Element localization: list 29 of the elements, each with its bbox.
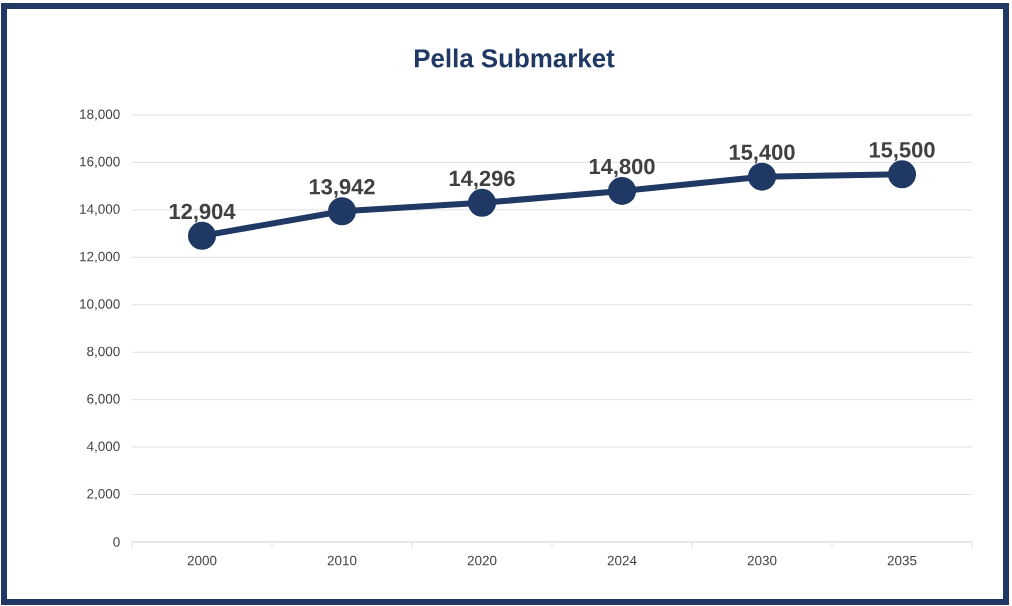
point — [188, 221, 217, 250]
y-tick-label: 4,000 — [86, 441, 120, 453]
data-label: 12,904 — [169, 203, 236, 223]
x-tick-label: 2035 — [887, 555, 917, 566]
x-tick-label: 2030 — [747, 555, 777, 566]
data-label: 14,800 — [589, 158, 655, 178]
y-tick-label: 10,000 — [80, 299, 120, 311]
x-tick-label: 2010 — [327, 555, 357, 566]
point — [748, 162, 777, 191]
x-tick-label: 2024 — [607, 555, 637, 566]
y-tick-label: 16,000 — [80, 156, 120, 168]
point — [468, 188, 497, 217]
point — [328, 197, 357, 226]
y-tick-label: 12,000 — [80, 251, 120, 263]
x-tick-label: 2020 — [467, 555, 497, 566]
x-tick-label: 2000 — [187, 555, 217, 566]
chart-title: Pella Submarket — [414, 48, 615, 68]
data-label: 15,400 — [729, 144, 795, 164]
data-label: 14,296 — [449, 170, 515, 190]
data-label: 13,942 — [309, 179, 375, 198]
y-tick-label: 2,000 — [87, 488, 120, 501]
data-label: 15,500 — [869, 142, 935, 161]
point — [888, 160, 917, 189]
y-tick-label: 8,000 — [87, 346, 120, 358]
point — [608, 176, 637, 205]
y-tick-label: 18,000 — [80, 109, 120, 121]
y-tick-label: 0 — [113, 537, 120, 547]
y-tick-label: 6,000 — [87, 394, 120, 406]
y-tick-label: 14,000 — [80, 204, 120, 216]
